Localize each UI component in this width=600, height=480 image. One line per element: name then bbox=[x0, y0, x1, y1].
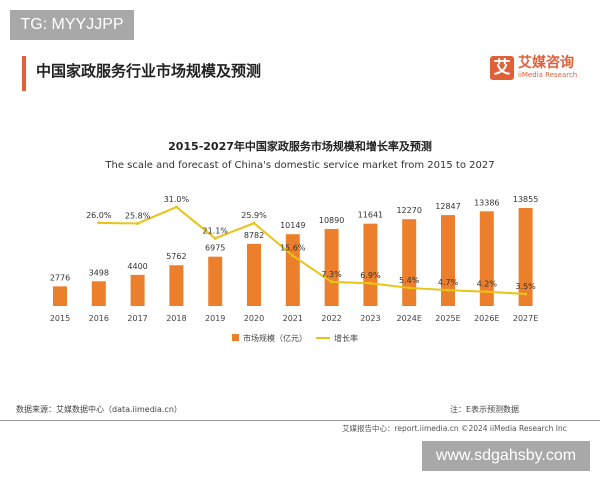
growth-point bbox=[330, 280, 334, 284]
bar-value-label: 12270 bbox=[396, 206, 421, 215]
bar bbox=[518, 208, 533, 306]
divider bbox=[0, 420, 600, 421]
growth-value-label: 4.2% bbox=[477, 280, 498, 289]
growth-value-label: 5.4% bbox=[399, 276, 420, 285]
growth-value-label: 7.3% bbox=[321, 270, 342, 279]
bar-value-label: 3498 bbox=[89, 268, 109, 277]
growth-value-label: 21.1% bbox=[202, 226, 228, 235]
legend-bar-label: 市场规模（亿元） bbox=[243, 333, 307, 343]
bar bbox=[247, 243, 261, 306]
bar-value-label: 13855 bbox=[513, 195, 538, 204]
growth-point bbox=[252, 221, 256, 225]
bar bbox=[363, 223, 378, 306]
x-tick-label: 2024E bbox=[396, 314, 421, 323]
bar-value-label: 12847 bbox=[435, 202, 460, 211]
growth-line bbox=[98, 205, 526, 295]
x-tick-label: 2018 bbox=[166, 314, 186, 323]
logo: 艾 艾媒咨询 iiMedia Research bbox=[490, 56, 577, 80]
chart-title: 2015-2027年中国家政服务市场规模和增长率及预测 bbox=[168, 140, 432, 153]
data-source: 数据来源：艾媒数据中心（data.iimedia.cn） bbox=[16, 405, 182, 414]
bar-value-label: 10149 bbox=[280, 221, 305, 230]
watermark-bottom: www.sdgahsby.com bbox=[422, 441, 590, 471]
growth-point bbox=[213, 236, 217, 240]
bar bbox=[130, 274, 145, 306]
x-tick-label: 2015 bbox=[50, 314, 70, 323]
x-tick-label: 2019 bbox=[205, 314, 225, 323]
x-tick-label: 2017 bbox=[127, 314, 147, 323]
bar-value-label: 11641 bbox=[358, 211, 383, 220]
growth-value-label: 26.0% bbox=[86, 211, 112, 220]
bar bbox=[169, 265, 184, 306]
bar bbox=[402, 219, 417, 306]
growth-value-label: 25.8% bbox=[125, 211, 151, 220]
bar-value-label: 6975 bbox=[205, 244, 225, 253]
growth-point bbox=[446, 288, 450, 292]
x-tick-label: 2022 bbox=[321, 314, 341, 323]
x-tick-label: 2021 bbox=[283, 314, 303, 323]
growth-value-label: 3.5% bbox=[515, 282, 536, 291]
bar-value-label: 5762 bbox=[166, 252, 186, 261]
bar bbox=[91, 281, 106, 306]
growth-point bbox=[407, 286, 411, 290]
growth-point bbox=[174, 205, 178, 209]
page-title: 中国家政服务行业市场规模及预测 bbox=[36, 62, 262, 80]
bar bbox=[208, 256, 223, 306]
logo-en: iiMedia Research bbox=[518, 71, 578, 79]
growth-point bbox=[368, 281, 372, 285]
bar bbox=[441, 215, 455, 306]
title-accent-bar bbox=[22, 56, 26, 91]
x-tick-label: 2016 bbox=[89, 314, 109, 323]
bar bbox=[324, 228, 339, 306]
logo-cn: 艾媒咨询 bbox=[518, 55, 574, 71]
bar-value-label: 8782 bbox=[244, 231, 264, 240]
growth-point bbox=[97, 221, 101, 225]
growth-value-label: 4.7% bbox=[438, 278, 459, 287]
growth-point bbox=[524, 292, 528, 296]
x-tick-label: 2027E bbox=[513, 314, 538, 323]
growth-value-label: 25.9% bbox=[241, 211, 267, 220]
x-tick-label: 2025E bbox=[435, 314, 460, 323]
x-tick-label: 2020 bbox=[244, 314, 264, 323]
logo-mark: 艾 bbox=[490, 56, 514, 80]
bar bbox=[479, 211, 494, 306]
growth-value-label: 15.6% bbox=[280, 244, 306, 253]
legend-line-label: 增长率 bbox=[334, 333, 358, 343]
growth-value-label: 6.9% bbox=[360, 271, 381, 280]
x-tick-label: 2023 bbox=[360, 314, 380, 323]
forecast-note: 注：E表示预测数据 bbox=[450, 405, 520, 414]
legend-bar-swatch bbox=[232, 334, 239, 341]
bar-value-label: 4400 bbox=[127, 262, 147, 271]
watermark-top: TG: MYYJJPP bbox=[10, 10, 134, 40]
growth-value-label: 31.0% bbox=[164, 195, 190, 204]
bar-value-label: 10890 bbox=[319, 216, 344, 225]
bar bbox=[53, 286, 67, 306]
x-tick-label: 2026E bbox=[474, 314, 499, 323]
bar-value-label: 13386 bbox=[474, 198, 499, 207]
footer: 艾媒报告中心：report.iimedia.cn ©2024 iiMedia R… bbox=[342, 424, 567, 433]
growth-point bbox=[485, 290, 489, 294]
chart-subtitle: The scale and forecast of China's domest… bbox=[105, 160, 495, 171]
growth-point bbox=[291, 254, 295, 258]
growth-point bbox=[136, 221, 140, 225]
bar-value-label: 2776 bbox=[50, 273, 70, 282]
